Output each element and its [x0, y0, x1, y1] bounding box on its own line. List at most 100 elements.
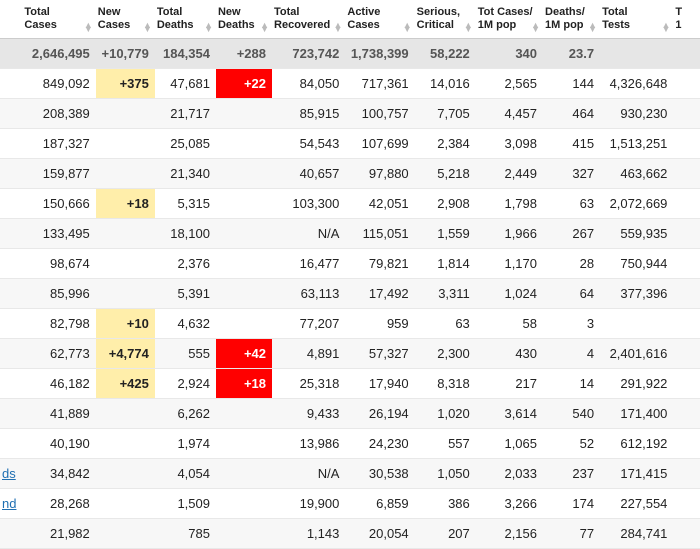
cell: 959 [345, 309, 414, 339]
cell [96, 489, 155, 519]
cell: +18 [216, 369, 272, 399]
cell: 1,974 [155, 429, 216, 459]
cell [216, 399, 272, 429]
col-header-6[interactable]: ActiveCases▲▼ [345, 0, 414, 39]
country-label[interactable]: nd [0, 489, 22, 519]
cell: 144 [543, 69, 600, 99]
cell: 2,646,495 [22, 39, 95, 69]
cell [673, 489, 700, 519]
cell [96, 399, 155, 429]
cell: 463,662 [600, 159, 673, 189]
cell: 46,182 [22, 369, 95, 399]
cell: 2,300 [415, 339, 476, 369]
col-header-10[interactable]: TotalTests▲▼ [600, 0, 673, 39]
cell: 2,565 [476, 69, 543, 99]
cell: 2,384 [415, 129, 476, 159]
cell: 3,266 [476, 489, 543, 519]
cell: 208,389 [22, 99, 95, 129]
cell: 187,327 [22, 129, 95, 159]
cell: 18,100 [155, 219, 216, 249]
cell: 327 [543, 159, 600, 189]
sort-icon[interactable]: ▲▼ [588, 23, 597, 33]
cell: 386 [415, 489, 476, 519]
col-header-0[interactable] [0, 0, 22, 39]
cell: 2,376 [155, 249, 216, 279]
cell [216, 249, 272, 279]
cell [216, 459, 272, 489]
cell: 14 [543, 369, 600, 399]
cell: 62,773 [22, 339, 95, 369]
cell [96, 99, 155, 129]
cell: 19,900 [272, 489, 345, 519]
cell [673, 309, 700, 339]
cell [673, 69, 700, 99]
cell: 4,054 [155, 459, 216, 489]
cell: 7,705 [415, 99, 476, 129]
cell [216, 99, 272, 129]
cell: 2,449 [476, 159, 543, 189]
col-header-1[interactable]: TotalCases▲▼ [22, 0, 95, 39]
cell: 58 [476, 309, 543, 339]
cell: +10 [96, 309, 155, 339]
cell: +375 [96, 69, 155, 99]
cell: 557 [415, 429, 476, 459]
cell: 4 [543, 339, 600, 369]
col-header-11[interactable]: T1 [673, 0, 700, 39]
cell [216, 189, 272, 219]
col-header-5[interactable]: TotalRecovered▲▼ [272, 0, 345, 39]
col-header-3[interactable]: TotalDeaths▲▼ [155, 0, 216, 39]
cell [673, 339, 700, 369]
cell: 58,222 [415, 39, 476, 69]
cell: 930,230 [600, 99, 673, 129]
sort-icon[interactable]: ▲▼ [84, 23, 93, 33]
sort-icon[interactable]: ▲▼ [260, 23, 269, 33]
country-label [0, 279, 22, 309]
sort-icon[interactable]: ▲▼ [531, 23, 540, 33]
cell [673, 279, 700, 309]
cell: 4,326,648 [600, 69, 673, 99]
cell: 3,311 [415, 279, 476, 309]
cell: 1,738,399 [345, 39, 414, 69]
cell: 1,798 [476, 189, 543, 219]
col-header-4[interactable]: NewDeaths▲▼ [216, 0, 272, 39]
cell: 42,051 [345, 189, 414, 219]
world-total-row: 2,646,495+10,779184,354+288723,7421,738,… [0, 39, 700, 69]
cell: 28,268 [22, 489, 95, 519]
sort-icon[interactable]: ▲▼ [464, 23, 473, 33]
country-label [0, 69, 22, 99]
cell: 77 [543, 519, 600, 549]
cell: +18 [96, 189, 155, 219]
cell: 63 [543, 189, 600, 219]
cell: 63,113 [272, 279, 345, 309]
col-header-8[interactable]: Tot Cases/1M pop▲▼ [476, 0, 543, 39]
cell [673, 39, 700, 69]
cell: 6,262 [155, 399, 216, 429]
sort-icon[interactable]: ▲▼ [403, 23, 412, 33]
country-label[interactable]: ds [0, 459, 22, 489]
sort-icon[interactable]: ▲▼ [662, 23, 671, 33]
sort-icon[interactable]: ▲▼ [143, 23, 152, 33]
cell: 40,657 [272, 159, 345, 189]
country-label [0, 369, 22, 399]
cell: 227,554 [600, 489, 673, 519]
cell: 34,842 [22, 459, 95, 489]
cell: 54,543 [272, 129, 345, 159]
cell: +4,774 [96, 339, 155, 369]
cell: 30,538 [345, 459, 414, 489]
cell: 1,966 [476, 219, 543, 249]
cell [216, 309, 272, 339]
cell [0, 39, 22, 69]
col-header-2[interactable]: NewCases▲▼ [96, 0, 155, 39]
sort-icon[interactable]: ▲▼ [333, 23, 342, 33]
cell [216, 219, 272, 249]
cell: 6,859 [345, 489, 414, 519]
cell: 4,632 [155, 309, 216, 339]
table-row: nd28,2681,50919,9006,8593863,266174227,5… [0, 489, 700, 519]
col-header-7[interactable]: Serious,Critical▲▼ [415, 0, 476, 39]
cell: 20,054 [345, 519, 414, 549]
sort-icon[interactable]: ▲▼ [204, 23, 213, 33]
table-header: TotalCases▲▼NewCases▲▼TotalDeaths▲▼NewDe… [0, 0, 700, 39]
cell: 207 [415, 519, 476, 549]
cell: +22 [216, 69, 272, 99]
col-header-9[interactable]: Deaths/1M pop▲▼ [543, 0, 600, 39]
